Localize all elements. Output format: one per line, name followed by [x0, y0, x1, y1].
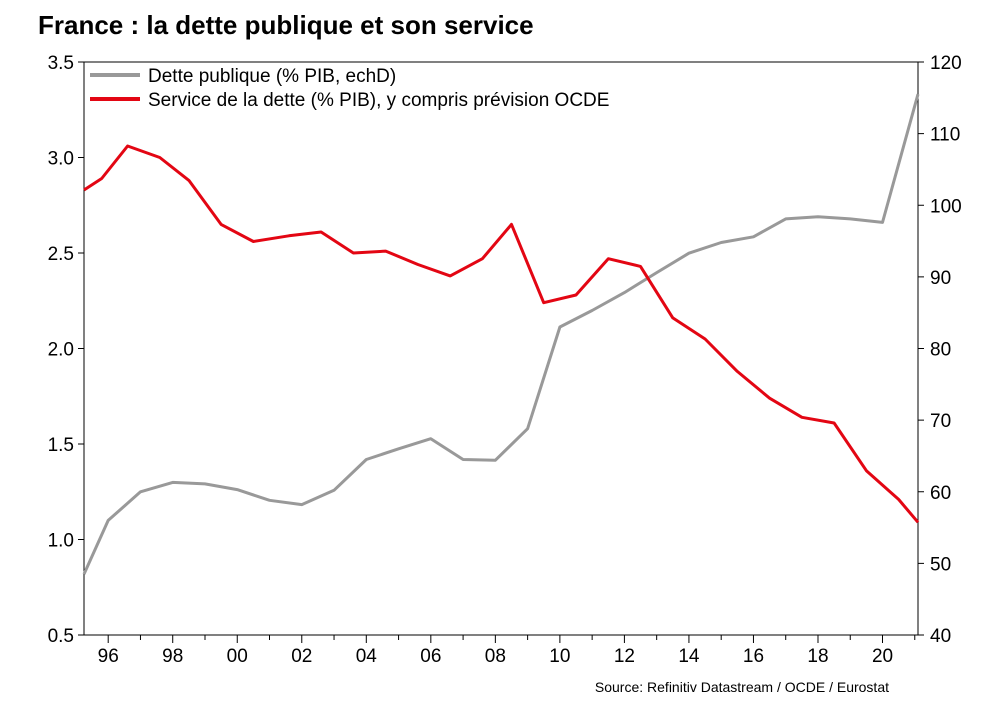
legend-label: Dette publique (% PIB, echD) [148, 66, 396, 87]
y-left-tick-label: 2.5 [48, 244, 74, 265]
series-line-dette-publique [82, 93, 920, 575]
x-tick-label: 18 [807, 646, 828, 667]
x-tick-label: 06 [420, 646, 441, 667]
y-left-tick-label: 3.5 [48, 53, 74, 74]
y-right-tick-label: 60 [930, 483, 951, 504]
x-tick-label: 98 [162, 646, 183, 667]
x-tick-label: 16 [743, 646, 764, 667]
y-right-tick-label: 90 [930, 268, 951, 289]
series-layer [82, 93, 920, 575]
x-tick-label: 04 [356, 646, 378, 667]
y-right-tick-label: 70 [930, 411, 951, 432]
x-tick-label: 96 [98, 646, 119, 667]
axes: 0.5 1.0 1.5 2.0 2.5 3.0 3.5 40 50 60 70 80 90 100 110 1… [48, 53, 962, 667]
source-note: Source: Refinitiv Datastream / OCDE / Eu… [595, 679, 889, 695]
x-tick-label: 12 [614, 646, 635, 667]
y-right-tick-label: 110 [930, 125, 960, 146]
y-left-tick-label: 1.5 [48, 435, 74, 456]
y-right-tick-label: 40 [930, 626, 951, 647]
y-left-tick-label: 1.0 [48, 531, 74, 552]
plot-frame [83, 61, 919, 636]
y-right-tick-label: 50 [930, 554, 951, 575]
y-right-tick-label: 120 [930, 53, 962, 74]
y-left-tick-label: 3.0 [48, 149, 74, 170]
x-tick-label: 20 [872, 646, 893, 667]
legend-label: Service de la dette (% PIB), y compris p… [148, 90, 609, 111]
x-tick-label: 00 [227, 646, 248, 667]
x-tick-label: 10 [549, 646, 570, 667]
y-right-tick-label: 80 [930, 340, 951, 361]
legend: Dette publique (% PIB, echD) Service de l… [90, 66, 609, 111]
y-right-tick-label: 100 [930, 196, 962, 217]
y-left-tick-label: 0.5 [48, 626, 74, 647]
x-tick-label: 08 [485, 646, 506, 667]
x-tick-label: 14 [678, 646, 700, 667]
chart-title: France : la dette publique et son servic… [38, 10, 534, 40]
series-line-service-dette [83, 144, 920, 524]
x-tick-label: 02 [291, 646, 312, 667]
y-left-tick-label: 2.0 [48, 340, 74, 361]
